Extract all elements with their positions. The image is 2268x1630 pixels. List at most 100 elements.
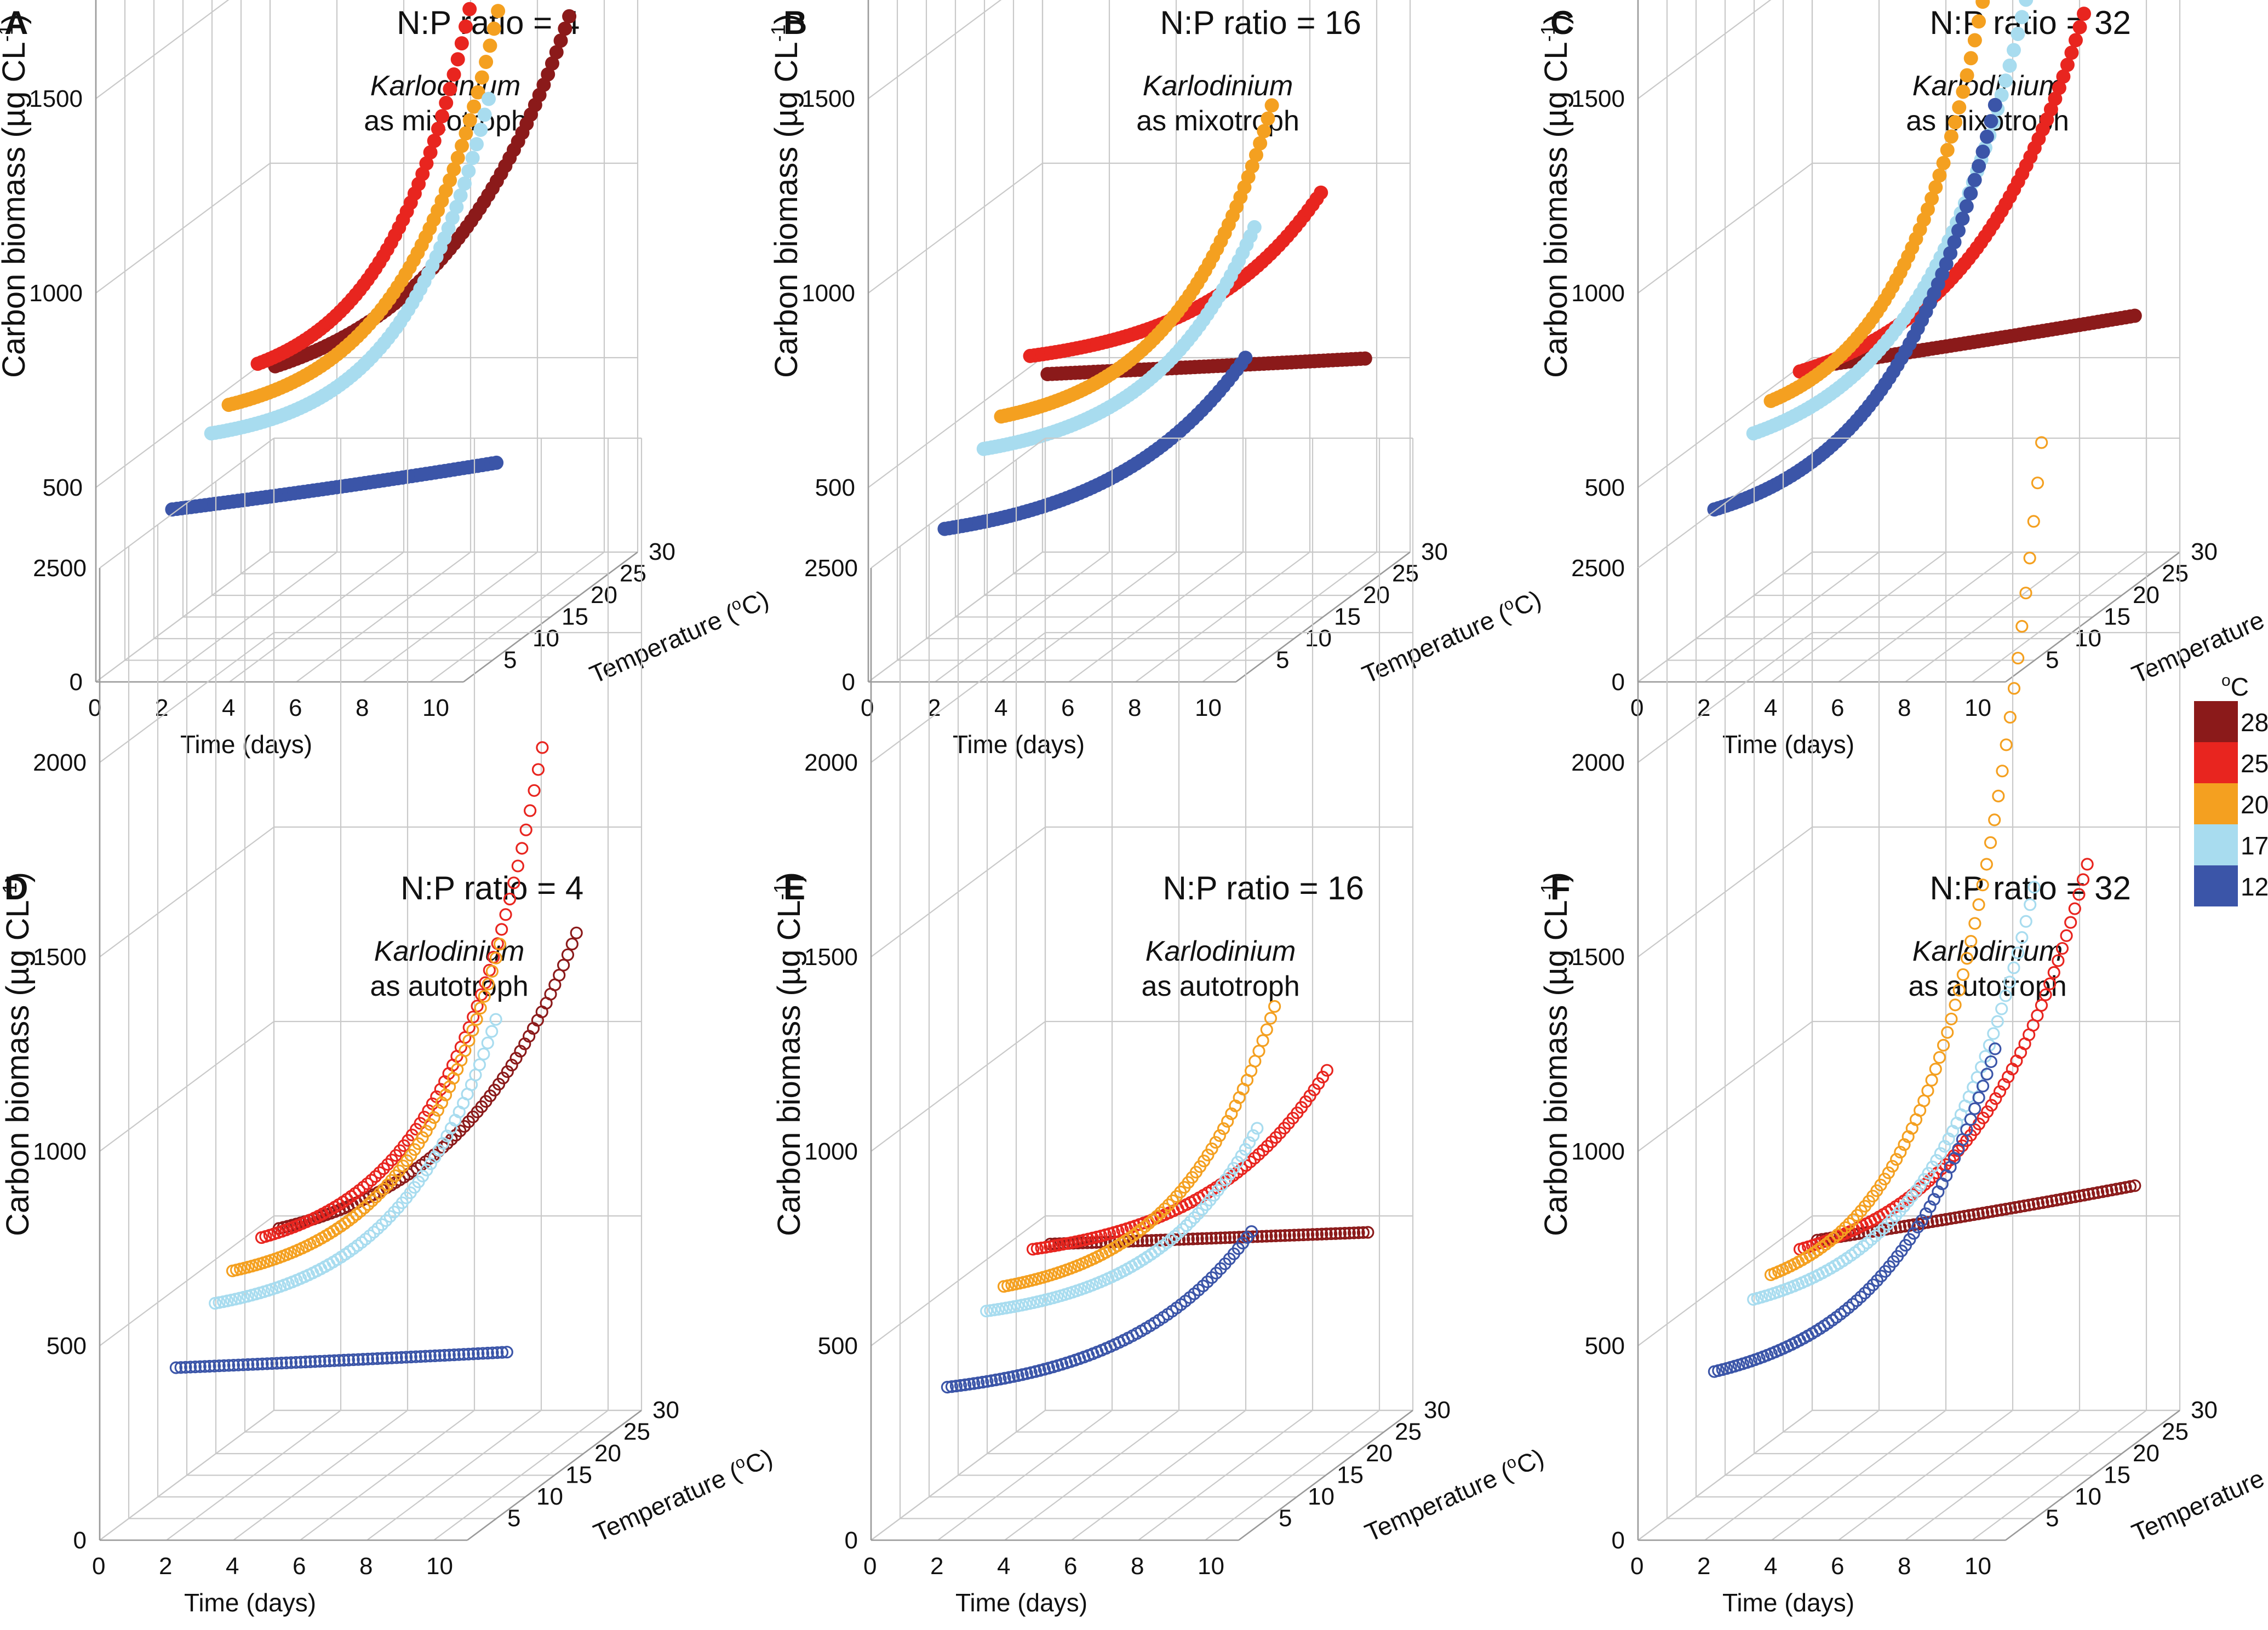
data-point <box>1981 1105 1994 1118</box>
data-point <box>1929 1063 1942 1076</box>
z-axis-line <box>2005 551 2180 683</box>
data-point <box>1141 1234 1154 1247</box>
data-point <box>380 1352 394 1365</box>
data-point <box>1320 1064 1333 1077</box>
data-point <box>1823 1235 1836 1248</box>
data-point <box>373 1166 386 1179</box>
y-tick-label: 1500 <box>33 944 87 971</box>
data-point <box>1976 1080 1990 1093</box>
data-point <box>222 1359 236 1372</box>
data-point <box>1269 1229 1282 1242</box>
data-point <box>489 455 504 470</box>
data-point <box>545 56 559 71</box>
data-point <box>443 1348 456 1362</box>
data-point <box>359 1232 373 1246</box>
data-point <box>1963 51 1978 66</box>
data-point <box>1878 1173 1891 1186</box>
data-point <box>1992 789 2005 802</box>
y-tick-label: 1000 <box>29 280 83 307</box>
data-point <box>1847 1213 1860 1226</box>
data-point <box>1968 1102 1981 1115</box>
data-point <box>1934 1147 1947 1160</box>
data-point <box>2077 1189 2091 1202</box>
data-point <box>1989 1092 2002 1105</box>
data-point <box>299 1356 312 1369</box>
data-point <box>501 1065 514 1078</box>
data-point <box>459 126 473 141</box>
data-point <box>1201 1149 1215 1162</box>
data-point <box>361 1352 375 1365</box>
data-point <box>174 1361 187 1374</box>
data-point <box>2052 81 2066 95</box>
data-point <box>2036 1196 2049 1209</box>
data-point <box>1952 100 1967 114</box>
data-point <box>1882 1166 1895 1179</box>
data-point <box>570 926 583 939</box>
data-point <box>1187 1232 1200 1246</box>
y-tick-label: 500 <box>47 1333 87 1359</box>
data-point <box>1264 1012 1278 1025</box>
z-tick-label: 5 <box>1276 647 1289 674</box>
data-point <box>989 1373 1003 1386</box>
data-point <box>1877 1221 1890 1235</box>
data-point <box>2047 966 2060 979</box>
data-point <box>1356 1226 1370 1239</box>
data-point <box>1239 1143 1252 1156</box>
data-point <box>1921 1084 1934 1098</box>
data-point <box>2128 1179 2141 1192</box>
data-point <box>1827 1231 1840 1245</box>
legend-label: 25 <box>2241 749 2268 778</box>
data-point <box>469 1068 482 1082</box>
data-point <box>376 1352 389 1365</box>
data-point <box>1972 159 1986 174</box>
data-point <box>169 1361 182 1374</box>
data-point <box>1962 1209 1976 1222</box>
data-point <box>179 1361 192 1374</box>
data-point <box>1047 1239 1061 1253</box>
data-point <box>1279 1229 1292 1242</box>
data-point <box>528 784 541 797</box>
y-tick-label: 1000 <box>1571 280 1625 307</box>
data-point <box>237 1358 250 1371</box>
data-point <box>2004 1202 2017 1215</box>
data-point <box>1221 1115 1234 1128</box>
z-tick-label: 15 <box>2104 1462 2130 1489</box>
data-point <box>541 67 555 82</box>
data-point <box>318 1354 331 1368</box>
data-point <box>1274 1229 1287 1242</box>
data-point <box>213 1359 226 1373</box>
legend-label: 17 <box>2241 831 2268 860</box>
data-point <box>350 1208 363 1221</box>
data-point <box>485 1025 499 1038</box>
data-point <box>1026 1243 1040 1256</box>
trophic-mode-label: as autotroph <box>1909 971 2067 1002</box>
z-tick-label: 5 <box>507 1505 520 1532</box>
data-point <box>1915 1214 1928 1227</box>
data-point <box>1926 1160 1939 1174</box>
y-tick-label: 500 <box>818 1333 858 1359</box>
data-point <box>420 1124 433 1138</box>
data-point <box>1245 159 1259 174</box>
data-point <box>519 823 532 836</box>
data-point <box>365 1174 378 1187</box>
z-axis-line <box>2005 1409 2180 1541</box>
data-point <box>1209 1136 1222 1149</box>
data-point <box>1955 211 1970 226</box>
data-point <box>462 1021 476 1034</box>
data-point <box>457 1348 471 1361</box>
x-tick-label: 10 <box>1965 1553 1991 1580</box>
legend-swatch <box>2194 865 2238 906</box>
data-point <box>1838 1304 1851 1318</box>
series-20 <box>226 938 507 1277</box>
data-point <box>217 1359 231 1372</box>
y-tick-label: 500 <box>1585 1333 1625 1359</box>
legend-swatch <box>2194 783 2238 824</box>
y-tick-label: 0 <box>1612 669 1625 696</box>
data-point <box>1939 1213 1953 1226</box>
data-point <box>261 1357 274 1370</box>
data-point <box>1850 1294 1863 1307</box>
data-point <box>2031 477 2044 490</box>
data-point <box>2048 91 2063 106</box>
data-point <box>2082 1187 2095 1201</box>
data-point <box>491 1346 504 1359</box>
